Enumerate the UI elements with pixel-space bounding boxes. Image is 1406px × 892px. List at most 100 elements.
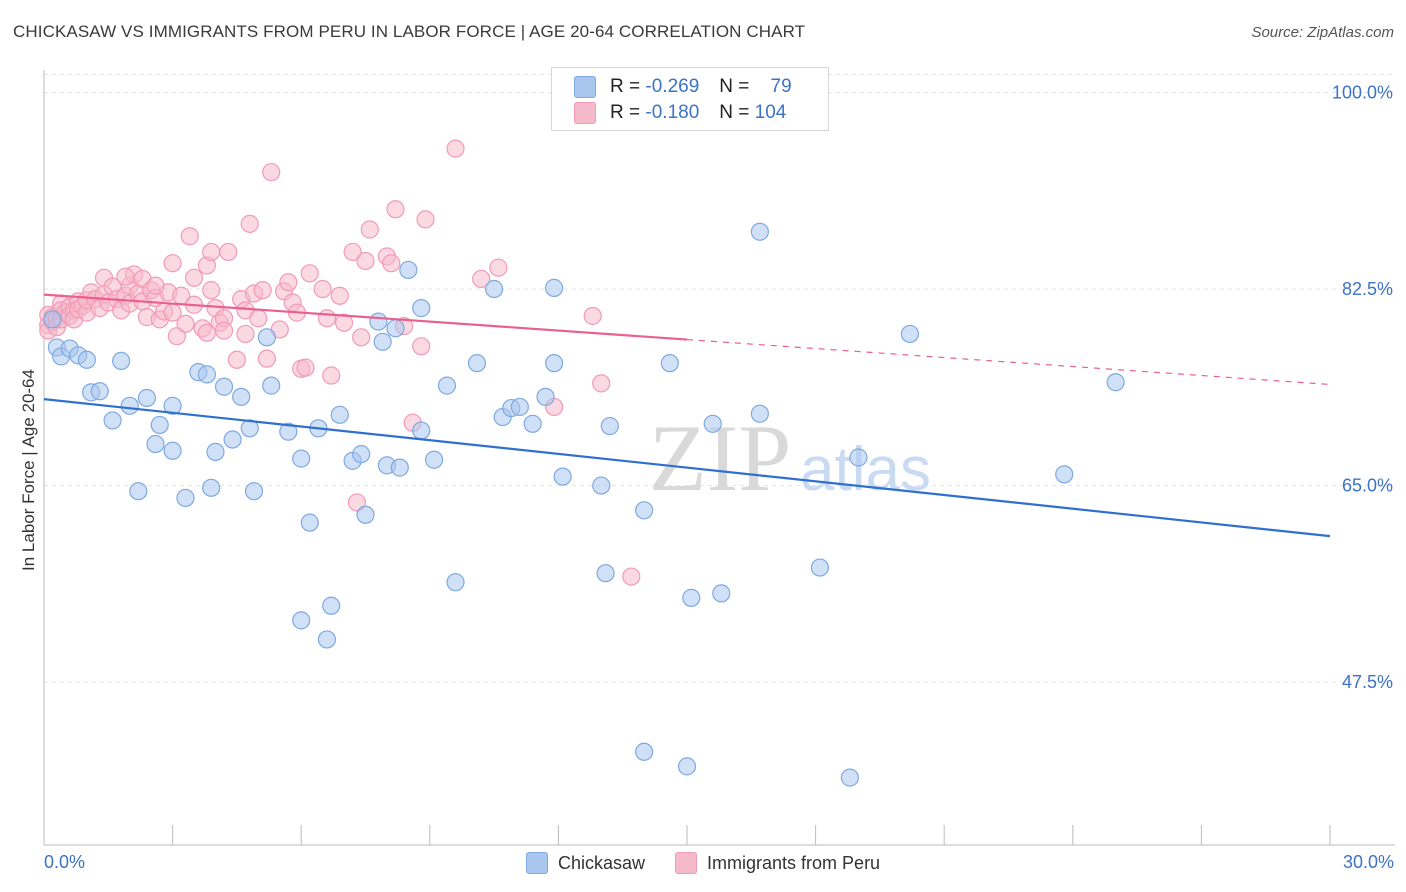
peru-point [322,366,341,385]
peru-trend-line [43,293,688,341]
chickasaw-point [244,482,264,501]
chickasaw-point [369,312,388,331]
y-tick-label: 82.5% [1342,279,1393,299]
peru-point [622,567,641,586]
chickasaw-point [446,573,465,592]
chickasaw-trend-line [43,398,1331,538]
chickasaw-point [43,310,62,329]
chickasaw-point [592,476,611,495]
chickasaw-point [712,584,731,603]
peru-trend-extension [686,338,1331,386]
chickasaw-point [810,558,829,577]
chart-title: CHICKASAW VS IMMIGRANTS FROM PERU IN LAB… [13,22,806,41]
peru-point [313,279,332,299]
peru-point [360,220,379,239]
chickasaw-point [317,630,337,649]
chickasaw-point [596,564,615,583]
chickasaw-point [176,488,195,508]
peru-point [416,210,435,229]
y-tick-label: 47.5% [1342,672,1393,692]
chickasaw-point [412,299,431,318]
chickasaw-point [197,365,216,384]
chickasaw-point [523,414,542,433]
peru-point [249,309,268,328]
legend-label-peru: Immigrants from Peru [707,852,881,873]
chickasaw-point [330,405,349,424]
chickasaw-point [262,376,281,395]
chickasaw-point [635,501,654,520]
peru-point [356,251,375,271]
chickasaw-point [635,742,654,761]
peru-swatch [574,102,596,124]
chickasaw-point [223,430,242,449]
peru-point [446,139,465,158]
chickasaw-point [129,482,148,501]
chickasaw-point [352,445,371,464]
peru-point [202,281,221,300]
chickasaw-point [510,397,529,417]
chickasaw-point [292,449,311,468]
chickasaw-point [1055,465,1074,484]
chickasaw-legend-swatch [526,852,548,874]
chickasaw-point [703,414,722,433]
x-tick-right: 30.0% [1342,852,1394,872]
bottom-legend: Chickasaw Immigrants from Peru [526,852,910,874]
peru-point [219,242,238,262]
chickasaw-point [840,768,859,787]
chickasaw-point [163,396,182,415]
legend-row-peru: R = -0.180 N = 104 [574,101,786,125]
peru-point [472,269,491,289]
chickasaw-point [112,351,131,371]
axes [43,70,1395,846]
y-tick-labels: 100.0% 82.5% 65.0% 47.5% [1332,82,1393,692]
chickasaw-point [849,448,868,467]
n-value-peru: 104 [754,102,787,123]
legend-item-peru[interactable]: Immigrants from Peru [675,852,880,874]
peru-point [240,214,259,233]
peru-point [352,328,371,347]
peru-point [163,254,182,273]
chickasaw-point [386,319,405,338]
chickasaw-point [206,442,225,461]
peru-point [334,313,354,332]
chickasaw-point [545,278,564,297]
peru-point [262,163,281,182]
chickasaw-point [900,324,920,344]
peru-point [296,358,315,377]
chickasaw-point [600,416,619,436]
peru-legend-swatch [675,852,698,874]
peru-point [412,337,431,356]
chickasaw-point [137,388,156,408]
chickasaw-point [485,279,504,299]
peru-point [257,349,277,368]
peru-point [176,314,195,333]
r-value-peru: -0.180 [645,102,700,123]
peru-point [592,374,611,393]
watermark-atlas: atlas [800,435,931,504]
r-label: R = [610,102,641,123]
peru-point [214,321,234,340]
chickasaw-point [202,478,221,497]
peru-point [489,258,508,277]
chickasaw-point [467,354,487,373]
peru-point [279,273,298,292]
source-label: Source: ZipAtlas.com [1251,24,1394,41]
chickasaw-point [750,222,769,241]
chickasaw-point [240,419,259,438]
chickasaw-point [279,422,298,441]
peru-point [167,327,186,346]
chickasaw-point [322,596,341,615]
chickasaw-point [536,387,555,406]
chickasaw-point [292,611,311,630]
chickasaw-point [146,434,165,454]
legend-item-chickasaw[interactable]: Chickasaw [526,852,645,874]
r-label: R = [610,76,641,97]
chickasaw-point [120,396,139,415]
y-tick-label: 100.0% [1332,82,1393,102]
chickasaw-point [750,404,769,423]
peru-point [583,306,602,326]
r-value-chickasaw: -0.269 [645,76,700,97]
y-tick-label: 65.0% [1342,476,1393,496]
chickasaw-point [399,260,418,280]
